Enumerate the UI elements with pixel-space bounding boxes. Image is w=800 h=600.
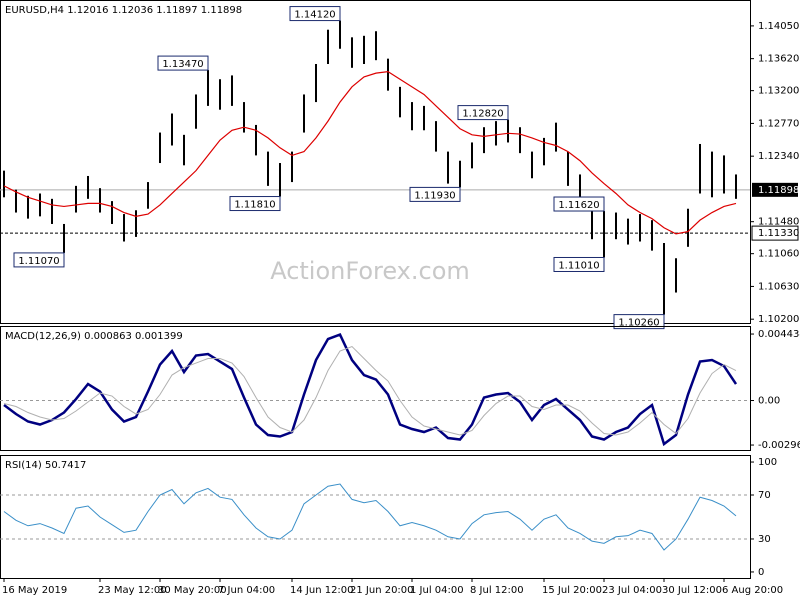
panel-title: RSI(14) 50.7417 [5, 460, 86, 471]
y-tick-label: 0.00 [758, 396, 780, 407]
y-tick-label: 1.13620 [758, 54, 799, 65]
x-tick-label: 30 Jul 12:00 [662, 585, 722, 596]
price-annotation-box [457, 105, 509, 121]
price-annotation-box [553, 196, 605, 212]
price-annotation: 1.11010 [558, 260, 599, 271]
y-tick-label: 1.12770 [758, 118, 799, 129]
panel-frame [0, 326, 751, 451]
price-annotation: 1.11070 [18, 256, 59, 267]
watermark: ActionForex.com [270, 257, 470, 285]
x-tick-label: 21 Jun 20:00 [350, 585, 414, 596]
moving-average [3, 70, 737, 235]
price-annotation-box [409, 186, 461, 202]
panel-frame [0, 455, 751, 579]
y-tick-label: 1.14050 [758, 21, 799, 32]
price-annotation-box [553, 256, 605, 272]
y-tick-label: -0.002969 [758, 440, 800, 451]
x-tick-label: 23 May 12:00 [98, 585, 167, 596]
x-tick-label: 15 Jul 20:00 [542, 585, 602, 596]
y-tick-label: 1.11060 [758, 249, 799, 260]
x-tick-label: 16 May 2019 [2, 585, 67, 596]
y-tick-label: 100 [758, 457, 777, 468]
indicator-line [3, 483, 737, 551]
y-tick-label: 1.12340 [758, 151, 799, 162]
price-annotation: 1.11620 [558, 200, 599, 211]
y-tick-label: 1.11480 [758, 217, 799, 228]
indicator-line [3, 332, 738, 447]
price-annotation: 1.11810 [234, 200, 275, 211]
price-annotation: 1.11930 [414, 190, 455, 201]
price-annotation: 1.10260 [618, 318, 659, 329]
level-box [751, 225, 799, 241]
y-tick-label: 30 [758, 534, 771, 545]
price-annotation: 1.12820 [462, 109, 503, 120]
y-tick-label: 1.10200 [758, 314, 799, 325]
price-annotation-box [613, 314, 665, 330]
x-tick-label: 14 Jun 12:00 [290, 585, 354, 596]
x-tick-label: 6 Aug 20:00 [722, 585, 783, 596]
x-tick-label: 30 May 20:00 [158, 585, 227, 596]
price-annotation-box [13, 252, 65, 268]
x-tick-label: 8 Jul 12:00 [470, 585, 524, 596]
last-price-box [752, 182, 798, 197]
x-tick-label: 1 Jul 04:00 [410, 585, 464, 596]
y-tick-label: 70 [758, 490, 771, 501]
last-price-label: 1.11898 [758, 185, 799, 196]
level-label: 1.11330 [758, 228, 799, 239]
y-tick-label: 1.10630 [758, 281, 799, 292]
panel-frame [0, 0, 751, 324]
y-tick-label: 0.004434 [758, 329, 800, 340]
panel-title: EURUSD,H4 1.12016 1.12036 1.11897 1.1189… [5, 5, 242, 16]
x-tick-label: 23 Jul 04:00 [602, 585, 662, 596]
price-annotation: 1.13470 [162, 59, 203, 70]
price-annotation-box [157, 55, 209, 71]
price-annotation-box [289, 6, 341, 22]
price-annotation: 1.14120 [294, 10, 335, 21]
x-tick-label: 7 Jun 04:00 [218, 585, 275, 596]
panel-title: MACD(12,26,9) 0.000863 0.001399 [5, 331, 183, 342]
indicator-line [3, 345, 737, 436]
price-annotation-box [229, 196, 281, 212]
y-tick-label: 0 [758, 567, 764, 578]
y-tick-label: 1.13200 [758, 86, 799, 97]
